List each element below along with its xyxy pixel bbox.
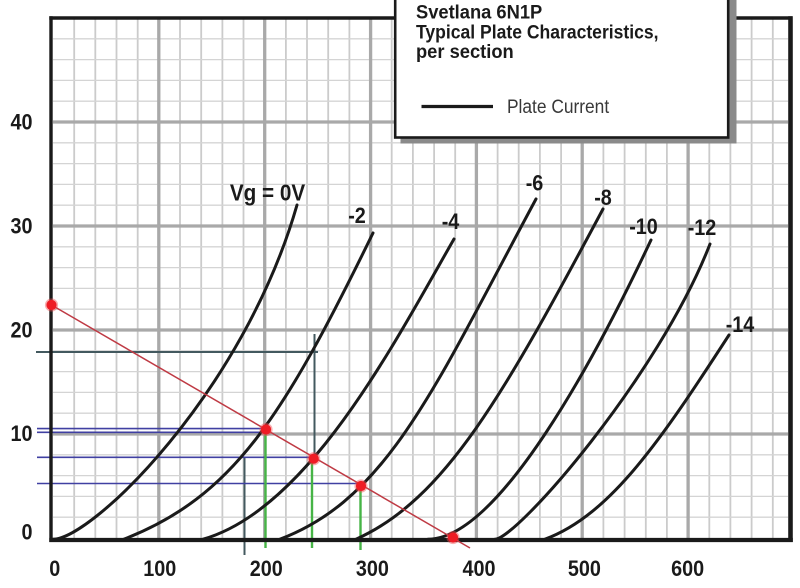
svg-text:Plate Current: Plate Current bbox=[507, 95, 609, 117]
svg-text:0: 0 bbox=[49, 557, 60, 581]
svg-text:200: 200 bbox=[250, 557, 283, 581]
svg-text:-8: -8 bbox=[594, 186, 612, 210]
svg-text:100: 100 bbox=[143, 557, 176, 581]
svg-text:600: 600 bbox=[671, 557, 704, 581]
svg-text:400: 400 bbox=[462, 557, 495, 581]
svg-text:500: 500 bbox=[568, 557, 601, 581]
svg-text:-12: -12 bbox=[688, 216, 717, 240]
svg-text:10: 10 bbox=[10, 422, 32, 446]
svg-text:-14: -14 bbox=[726, 313, 755, 337]
svg-text:-6: -6 bbox=[526, 172, 544, 196]
svg-text:Svetlana 6N1P: Svetlana 6N1P bbox=[416, 2, 542, 24]
svg-text:0: 0 bbox=[21, 521, 32, 545]
svg-text:-4: -4 bbox=[442, 210, 460, 234]
svg-text:-2: -2 bbox=[348, 204, 366, 228]
svg-text:per section: per section bbox=[416, 42, 514, 64]
svg-text:40: 40 bbox=[10, 111, 32, 135]
svg-text:-10: -10 bbox=[629, 215, 658, 239]
svg-text:Typical Plate Characteristics,: Typical Plate Characteristics, bbox=[416, 20, 659, 42]
svg-text:20: 20 bbox=[10, 319, 32, 343]
svg-text:Vg = 0V: Vg = 0V bbox=[230, 179, 306, 205]
svg-text:30: 30 bbox=[10, 215, 32, 239]
svg-text:300: 300 bbox=[356, 557, 389, 581]
